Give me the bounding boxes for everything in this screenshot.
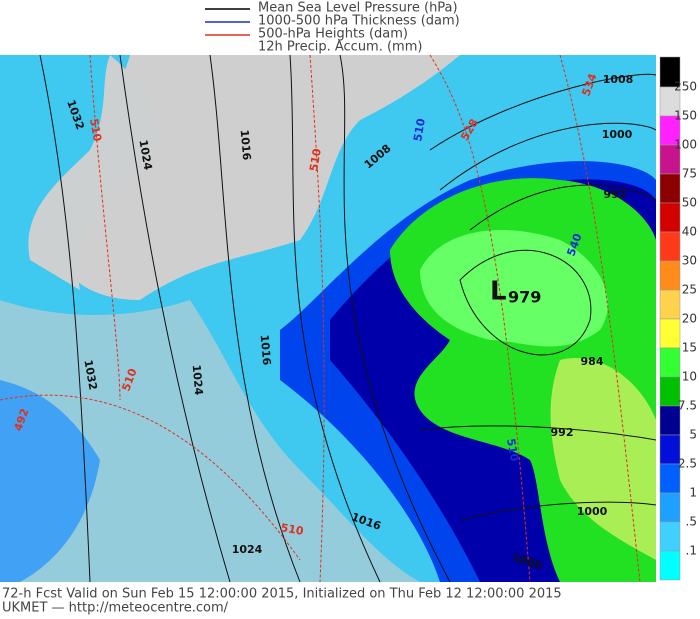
contour-label: 1000 [577, 505, 608, 518]
contour-label: 1008 [603, 73, 634, 86]
colorbar-label: .1 [686, 544, 697, 558]
legend-text: 12h Precip. Accum. (mm) [258, 40, 422, 55]
land [0, 300, 420, 582]
footer-line: 72-h Fcst Valid on Sun Feb 15 12:00:00 2… [2, 587, 562, 602]
contour-label: 510 [280, 521, 305, 538]
colorbar-segment [659, 347, 681, 378]
colorbar-segment [659, 173, 681, 204]
colorbar-label: .5 [686, 515, 697, 529]
legend-text: 1000-500 hPa Thickness (dam) [258, 14, 460, 29]
colorbar-label: 2.5 [678, 457, 697, 471]
contour-label: 1024 [232, 543, 263, 556]
colorbar-label: 150 [674, 109, 697, 123]
colorbar-label: 40 [682, 225, 697, 239]
contour-label: 1024 [190, 364, 206, 396]
colorbar-label: 15 [682, 341, 697, 355]
colorbar-label: 5 [689, 428, 697, 442]
colorbar-label: 250 [674, 80, 697, 94]
header: Mean Sea Level Pressure (hPa) 1000-500 h… [205, 1, 460, 55]
contour-label: 992 [604, 188, 627, 201]
precip [0, 380, 100, 582]
map [0, 54, 657, 583]
colorbar-segment [659, 202, 681, 233]
colorbar-label: 50 [682, 196, 697, 210]
precip-yellow-green [550, 358, 656, 560]
contour-label: 510 [504, 437, 521, 462]
contour-label: 1016 [258, 334, 274, 366]
colorbar-label: 20 [682, 312, 697, 326]
low-pressure: 979 [508, 288, 541, 307]
contour-label: 1032 [81, 359, 99, 391]
colorbar: 250 150 100 75 50 40 30 25 20 15 10 7.5 5 2.5 1 .5 .1 [659, 56, 697, 581]
colorbar-label: 100 [674, 138, 697, 152]
footer-line: UKMET — http://meteocentre.com/ [2, 601, 229, 616]
colorbar-label: 30 [682, 254, 697, 268]
colorbar-segment [659, 550, 681, 581]
contour-label: 510 [87, 117, 104, 142]
contour-label: 510 [411, 117, 428, 142]
colorbar-segment [659, 318, 681, 349]
contour-label: 1000 [602, 128, 633, 141]
legend-text: Mean Sea Level Pressure (hPa) [258, 1, 458, 16]
colorbar-segment [659, 492, 681, 523]
legend-text: 500-hPa Heights (dam) [258, 27, 408, 42]
low-letter: L [490, 277, 507, 307]
colorbar-segment [659, 231, 681, 262]
colorbar-label: 10 [682, 370, 697, 384]
colorbar-label: 7.5 [678, 399, 697, 413]
colorbar-segment [659, 260, 681, 291]
colorbar-label: 1 [689, 486, 697, 500]
heights [0, 54, 641, 583]
isobars [39, 54, 657, 583]
colorbar-label: 25 [682, 283, 697, 297]
contour-label: 510 [307, 147, 324, 172]
contour-label: 1016 [238, 129, 254, 161]
contour-label: 992 [551, 426, 574, 439]
contour-label: 984 [581, 355, 604, 368]
land [28, 55, 157, 290]
colorbar-label: 75 [682, 167, 697, 181]
colorbar-segment [659, 289, 681, 320]
contour-label: 1024 [136, 139, 154, 172]
colorbar-segment [659, 521, 681, 552]
